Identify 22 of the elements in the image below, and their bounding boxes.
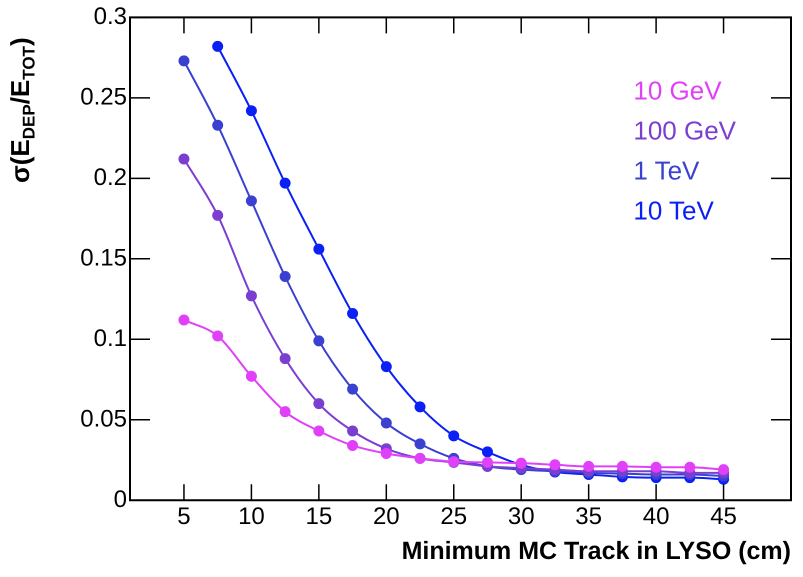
y-tick-label: 0.1 [94, 324, 127, 352]
y-tick-label: 0.25 [80, 83, 127, 110]
x-tick-label: 25 [440, 503, 468, 530]
x-tick-label: 40 [642, 503, 670, 530]
x-axis-title: Minimum MC Track in LYSO (cm) [402, 536, 791, 565]
text: 10 TeV [633, 196, 715, 226]
x-tick-label: 5 [177, 503, 191, 530]
x-tick-label: 35 [575, 503, 602, 530]
y-axis-title: σ(EDEP/ETOT) [5, 37, 39, 184]
text: 10 GeV [633, 76, 722, 106]
y-tick-label: 0.05 [80, 405, 127, 432]
text: 1 TeV [633, 156, 700, 186]
x-tick-label: 45 [710, 503, 737, 530]
x-tick-label: 30 [508, 503, 535, 530]
x-tick-label: 10 [238, 503, 265, 530]
x-tick-label: 15 [306, 503, 332, 530]
y-tick-label: 0 [114, 486, 127, 513]
y-tick-label: 0.2 [94, 164, 127, 191]
y-tick-label: 0.15 [80, 244, 127, 272]
y-tick-label: 0.3 [94, 3, 127, 30]
text: 100 GeV [633, 116, 737, 146]
x-tick-label: 20 [372, 503, 400, 530]
